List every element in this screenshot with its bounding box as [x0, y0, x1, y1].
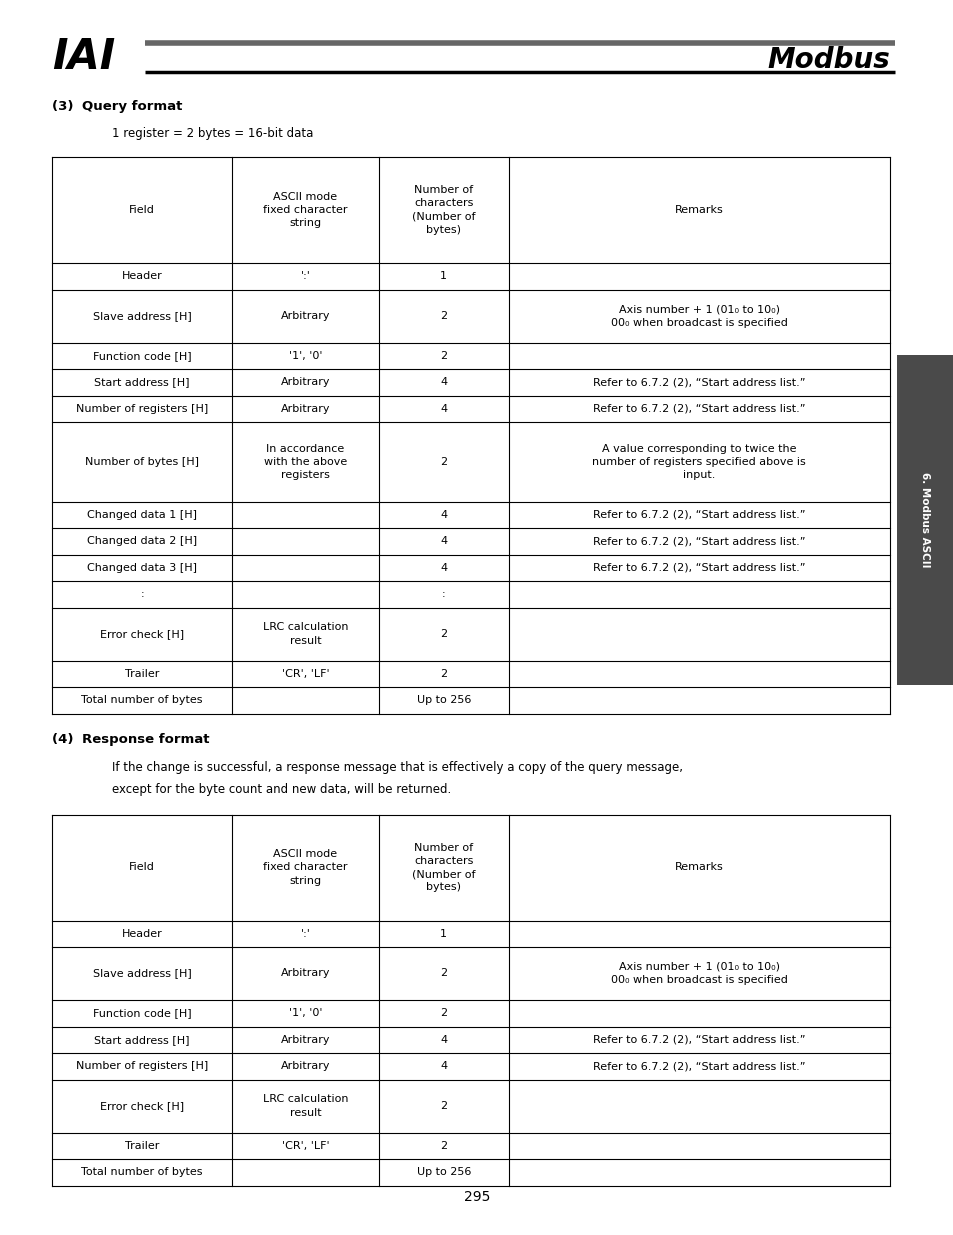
Text: 4: 4	[439, 1035, 447, 1045]
Text: Remarks: Remarks	[675, 862, 723, 872]
Text: Number of bytes [H]: Number of bytes [H]	[85, 457, 199, 467]
Text: Arbitrary: Arbitrary	[280, 1035, 330, 1045]
Text: 2: 2	[439, 1008, 447, 1018]
Text: Header: Header	[122, 929, 162, 939]
Text: If the change is successful, a response message that is effectively a copy of th: If the change is successful, a response …	[112, 761, 682, 773]
Text: Total number of bytes: Total number of bytes	[81, 695, 203, 705]
Text: Function code [H]: Function code [H]	[92, 351, 192, 361]
Text: IAI: IAI	[52, 36, 115, 78]
Text: 295: 295	[463, 1191, 490, 1204]
Text: ASCII mode
fixed character
string: ASCII mode fixed character string	[263, 850, 348, 885]
Text: Start address [H]: Start address [H]	[94, 1035, 190, 1045]
Text: (4): (4)	[52, 734, 78, 746]
Text: Total number of bytes: Total number of bytes	[81, 1167, 203, 1177]
Text: Arbitrary: Arbitrary	[280, 1061, 330, 1071]
Text: 4: 4	[439, 510, 447, 520]
Text: '1', '0': '1', '0'	[289, 351, 322, 361]
Text: Axis number + 1 (01₀ to 10₀)
00₀ when broadcast is specified: Axis number + 1 (01₀ to 10₀) 00₀ when br…	[610, 962, 787, 986]
Text: 4: 4	[439, 404, 447, 414]
Text: Modbus: Modbus	[766, 46, 889, 74]
Text: Arbitrary: Arbitrary	[280, 311, 330, 321]
Text: '1', '0': '1', '0'	[289, 1008, 322, 1018]
Text: A value corresponding to twice the
number of registers specified above is
input.: A value corresponding to twice the numbe…	[592, 443, 805, 480]
Text: Number of
characters
(Number of
bytes): Number of characters (Number of bytes)	[412, 842, 475, 893]
Text: Up to 256: Up to 256	[416, 1167, 471, 1177]
Text: Header: Header	[122, 272, 162, 282]
Text: ':': ':'	[300, 272, 310, 282]
Text: Refer to 6.7.2 (2), “Start address list.”: Refer to 6.7.2 (2), “Start address list.…	[593, 377, 804, 388]
Text: Query format: Query format	[82, 100, 182, 112]
Text: 2: 2	[439, 668, 447, 679]
Text: 4: 4	[439, 536, 447, 546]
Text: Changed data 2 [H]: Changed data 2 [H]	[87, 536, 197, 546]
Text: 4: 4	[439, 1061, 447, 1071]
Text: Number of registers [H]: Number of registers [H]	[76, 404, 208, 414]
Text: Field: Field	[129, 205, 154, 215]
Text: Refer to 6.7.2 (2), “Start address list.”: Refer to 6.7.2 (2), “Start address list.…	[593, 510, 804, 520]
Text: In accordance
with the above
registers: In accordance with the above registers	[264, 443, 347, 480]
Text: Number of
characters
(Number of
bytes): Number of characters (Number of bytes)	[412, 185, 475, 235]
Text: Refer to 6.7.2 (2), “Start address list.”: Refer to 6.7.2 (2), “Start address list.…	[593, 1061, 804, 1071]
Text: Arbitrary: Arbitrary	[280, 968, 330, 978]
Text: 2: 2	[439, 351, 447, 361]
Text: Field: Field	[129, 862, 154, 872]
Text: Slave address [H]: Slave address [H]	[92, 968, 192, 978]
Text: Error check [H]: Error check [H]	[100, 629, 184, 638]
Text: 'CR', 'LF': 'CR', 'LF'	[281, 1141, 329, 1151]
Text: ASCII mode
fixed character
string: ASCII mode fixed character string	[263, 191, 348, 228]
Text: LRC calculation
result: LRC calculation result	[262, 622, 348, 646]
Bar	[52, 815, 889, 1186]
Text: Function code [H]: Function code [H]	[92, 1008, 192, 1018]
Text: 2: 2	[439, 629, 447, 638]
Text: 1: 1	[439, 272, 447, 282]
Text: Arbitrary: Arbitrary	[280, 377, 330, 388]
Text: except for the byte count and new data, will be returned.: except for the byte count and new data, …	[112, 783, 451, 795]
Text: 2: 2	[439, 968, 447, 978]
Text: 4: 4	[439, 377, 447, 388]
Text: Slave address [H]: Slave address [H]	[92, 311, 192, 321]
Text: Changed data 1 [H]: Changed data 1 [H]	[87, 510, 197, 520]
Text: 2: 2	[439, 457, 447, 467]
Text: Error check [H]: Error check [H]	[100, 1100, 184, 1112]
Text: Refer to 6.7.2 (2), “Start address list.”: Refer to 6.7.2 (2), “Start address list.…	[593, 404, 804, 414]
Text: (3): (3)	[52, 100, 78, 112]
Text: LRC calculation
result: LRC calculation result	[262, 1094, 348, 1118]
Text: Changed data 3 [H]: Changed data 3 [H]	[87, 563, 197, 573]
Text: 6. Modbus ASCII: 6. Modbus ASCII	[919, 472, 929, 568]
Text: Trailer: Trailer	[125, 668, 159, 679]
Text: :: :	[441, 589, 445, 599]
Text: 2: 2	[439, 1141, 447, 1151]
Text: Refer to 6.7.2 (2), “Start address list.”: Refer to 6.7.2 (2), “Start address list.…	[593, 536, 804, 546]
Text: 4: 4	[439, 563, 447, 573]
Text: 'CR', 'LF': 'CR', 'LF'	[281, 668, 329, 679]
Text: Trailer: Trailer	[125, 1141, 159, 1151]
Text: Response format: Response format	[82, 734, 210, 746]
Text: 2: 2	[439, 311, 447, 321]
Text: 1: 1	[439, 929, 447, 939]
Text: 2: 2	[439, 1100, 447, 1112]
Text: Up to 256: Up to 256	[416, 695, 471, 705]
Text: 1 register = 2 bytes = 16-bit data: 1 register = 2 bytes = 16-bit data	[112, 127, 313, 140]
Text: :: :	[140, 589, 144, 599]
Bar	[896, 354, 953, 685]
Text: ':': ':'	[300, 929, 310, 939]
Text: Axis number + 1 (01₀ to 10₀)
00₀ when broadcast is specified: Axis number + 1 (01₀ to 10₀) 00₀ when br…	[610, 304, 787, 327]
Text: Number of registers [H]: Number of registers [H]	[76, 1061, 208, 1071]
Text: Remarks: Remarks	[675, 205, 723, 215]
Text: Arbitrary: Arbitrary	[280, 404, 330, 414]
Bar	[52, 157, 889, 714]
Text: Refer to 6.7.2 (2), “Start address list.”: Refer to 6.7.2 (2), “Start address list.…	[593, 1035, 804, 1045]
Text: Refer to 6.7.2 (2), “Start address list.”: Refer to 6.7.2 (2), “Start address list.…	[593, 563, 804, 573]
Text: Start address [H]: Start address [H]	[94, 377, 190, 388]
